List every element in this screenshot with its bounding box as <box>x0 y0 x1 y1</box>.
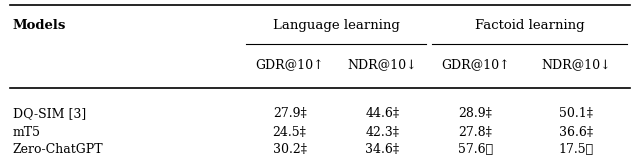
Text: 28.9‡: 28.9‡ <box>458 107 492 120</box>
Text: 30.2‡: 30.2‡ <box>273 143 307 156</box>
Text: 24.5‡: 24.5‡ <box>273 126 307 139</box>
Text: 50.1‡: 50.1‡ <box>559 107 593 120</box>
Text: NDR@10↓: NDR@10↓ <box>348 58 417 71</box>
Text: 34.6‡: 34.6‡ <box>365 143 399 156</box>
Text: Zero-ChatGPT: Zero-ChatGPT <box>13 143 104 156</box>
Text: 27.9‡: 27.9‡ <box>273 107 307 120</box>
Text: DQ-SIM [3]: DQ-SIM [3] <box>13 107 86 120</box>
Text: 57.6⋆: 57.6⋆ <box>458 143 493 156</box>
Text: 27.8‡: 27.8‡ <box>458 126 492 139</box>
Text: Language learning: Language learning <box>273 19 399 32</box>
Text: mT5: mT5 <box>13 126 41 139</box>
Text: Models: Models <box>13 19 66 32</box>
Text: Factoid learning: Factoid learning <box>475 19 584 32</box>
Text: 44.6‡: 44.6‡ <box>365 107 399 120</box>
Text: 17.5⋆: 17.5⋆ <box>559 143 593 156</box>
Text: GDR@10↑: GDR@10↑ <box>441 58 509 71</box>
Text: GDR@10↑: GDR@10↑ <box>255 58 324 71</box>
Text: 36.6‡: 36.6‡ <box>559 126 593 139</box>
Text: NDR@10↓: NDR@10↓ <box>541 58 611 71</box>
Text: 42.3‡: 42.3‡ <box>365 126 399 139</box>
